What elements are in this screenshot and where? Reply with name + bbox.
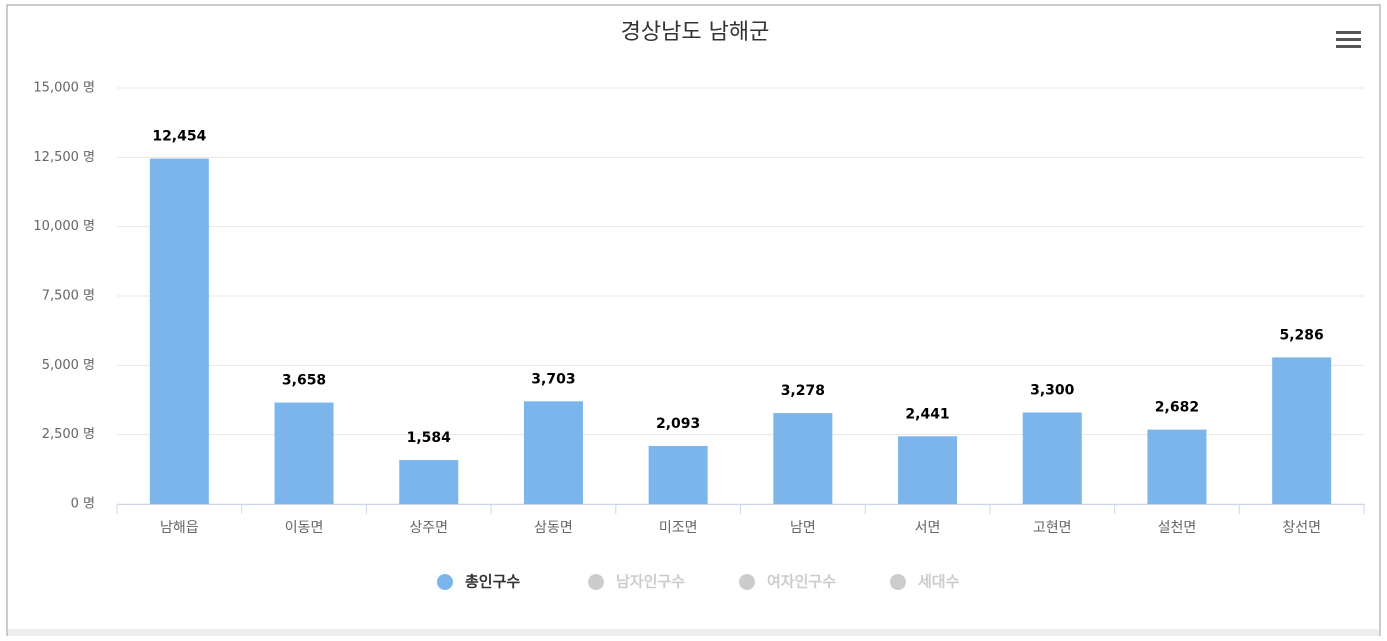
data-label: 3,278 [781,383,825,399]
y-tick-label: 0 명 [71,497,95,512]
data-label: 3,658 [282,373,326,389]
data-label: 3,300 [1030,382,1075,398]
data-label: 2,682 [1155,400,1199,416]
menu-icon[interactable] [1336,31,1361,48]
data-label: 12,454 [152,129,206,145]
data-label: 1,584 [407,430,452,446]
bar [1022,412,1082,504]
bar [1272,357,1332,504]
bar [898,436,958,504]
x-tick-label: 남면 [790,520,816,536]
bar [399,460,459,504]
y-tick-label: 10,000 명 [33,219,95,234]
legend-marker[interactable] [437,574,453,590]
bar [1147,429,1207,504]
x-tick-label: 남해읍 [160,520,199,536]
x-tick-label: 고현면 [1033,520,1072,536]
bar [648,445,708,504]
legend-marker[interactable] [588,574,604,590]
legend-label[interactable]: 세대수 [918,573,960,591]
bottom-strip [8,629,1379,636]
chart-frame [6,4,1381,636]
menu-bar[interactable] [1336,38,1361,41]
menu-bar[interactable] [1336,45,1361,48]
bar [274,402,334,504]
data-label: 5,286 [1280,327,1324,343]
x-tick-label: 창선면 [1282,520,1321,536]
x-tick-label: 미조면 [659,520,698,536]
menu-bar[interactable] [1336,31,1361,34]
bar [523,401,583,504]
x-tick-label: 설천면 [1158,520,1197,536]
bar [773,413,833,504]
legend-label[interactable]: 총인구수 [465,573,520,591]
legend-label[interactable]: 여자인구수 [767,573,836,591]
y-tick-label: 15,000 명 [33,81,95,96]
x-tick-label: 서면 [915,520,941,536]
y-tick-label: 12,500 명 [33,150,95,165]
data-label: 2,093 [656,416,700,432]
bar [149,158,209,504]
x-tick-label: 상주면 [409,520,448,536]
data-label: 2,441 [905,406,949,422]
legend-label[interactable]: 남자인구수 [616,573,685,591]
y-tick-label: 5,000 명 [42,358,95,373]
x-tick-label: 삼동면 [534,520,573,536]
chart-title: 경상남도 남해군 [621,20,770,45]
x-tick-label: 이동면 [285,520,324,536]
y-tick-label: 7,500 명 [42,289,95,304]
data-label: 3,703 [531,371,575,387]
legend-marker[interactable] [890,574,906,590]
y-tick-label: 2,500 명 [42,427,95,442]
legend-marker[interactable] [739,574,755,590]
